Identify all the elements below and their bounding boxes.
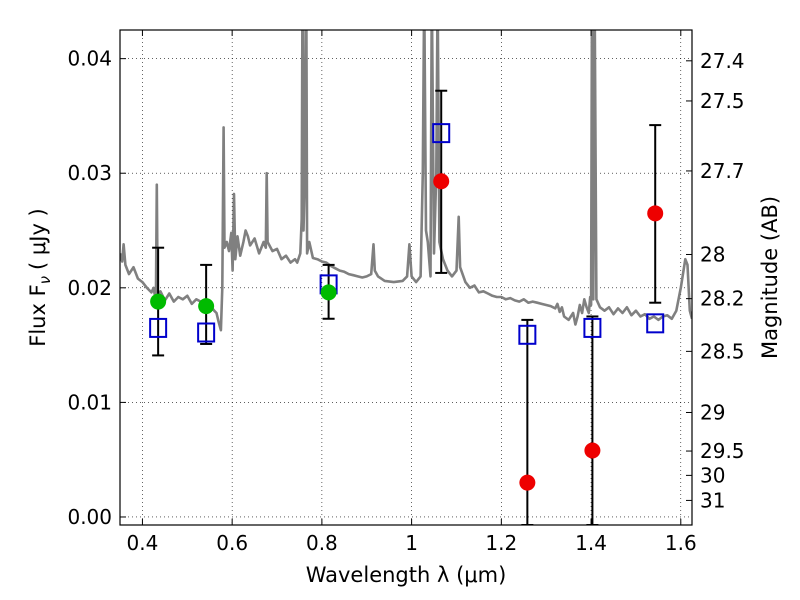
low-significance-point (433, 173, 450, 190)
x-tick-label: 1.6 (665, 531, 697, 555)
right-axis-label: Magnitude (AB) (758, 196, 782, 359)
right-tick-label: 28.5 (700, 339, 745, 363)
low-significance-point (519, 474, 536, 491)
x-axis-label: Wavelength λ (μm) (306, 563, 507, 587)
right-tick-label: 28 (700, 242, 725, 266)
error-bars (152, 89, 662, 525)
model-square-marker (583, 317, 602, 338)
model-square-marker (197, 322, 216, 343)
spectrum-line (120, 30, 692, 332)
right-tick-label: 30 (700, 463, 725, 487)
right-tick-label: 27.5 (700, 89, 745, 113)
x-tick-label: 1 (405, 531, 418, 555)
x-tick-label: 1.2 (485, 531, 517, 555)
detection-point (320, 284, 337, 301)
y-axis-label-unit: ( μJy ) (26, 208, 50, 270)
detection-point (198, 298, 215, 315)
detection-point (150, 293, 167, 310)
axis-ticks: 0.4 0.6 0.8 1 1.2 1.4 1.6 0.00 0.01 0.02 0.03 0.04 2… (67, 30, 745, 555)
model-square-marker (646, 313, 665, 334)
x-tick-label: 0.4 (127, 531, 159, 555)
low-significance-point (584, 442, 601, 459)
low-significance-point (647, 205, 664, 222)
y-tick-label: 0.02 (67, 276, 112, 300)
y-axis-label-subscript: ν (36, 276, 54, 284)
y-axis-label-text: Flux F (26, 284, 50, 346)
y-axis-label: Flux Fν ( μJy ) (26, 208, 54, 347)
model-square-marker (518, 324, 537, 345)
model-square-marker (432, 123, 451, 144)
right-tick-label: 29.5 (700, 439, 745, 463)
right-tick-label: 31 (700, 488, 725, 512)
x-tick-label: 0.8 (306, 531, 338, 555)
plot-frame (119, 29, 693, 526)
y-tick-label: 0.04 (67, 47, 112, 71)
data-markers (149, 123, 665, 491)
right-tick-label: 27.7 (700, 159, 745, 183)
y-tick-label: 0.00 (67, 505, 112, 529)
model-square-marker (149, 317, 168, 338)
right-tick-label: 28.2 (700, 287, 745, 311)
right-tick-label: 27.4 (700, 49, 745, 73)
spectrum-series (120, 30, 692, 332)
x-tick-label: 1.4 (575, 531, 607, 555)
right-tick-label: 29 (700, 400, 725, 424)
x-tick-label: 0.6 (216, 531, 248, 555)
y-tick-label: 0.03 (67, 161, 112, 185)
y-tick-label: 0.01 (67, 390, 112, 414)
